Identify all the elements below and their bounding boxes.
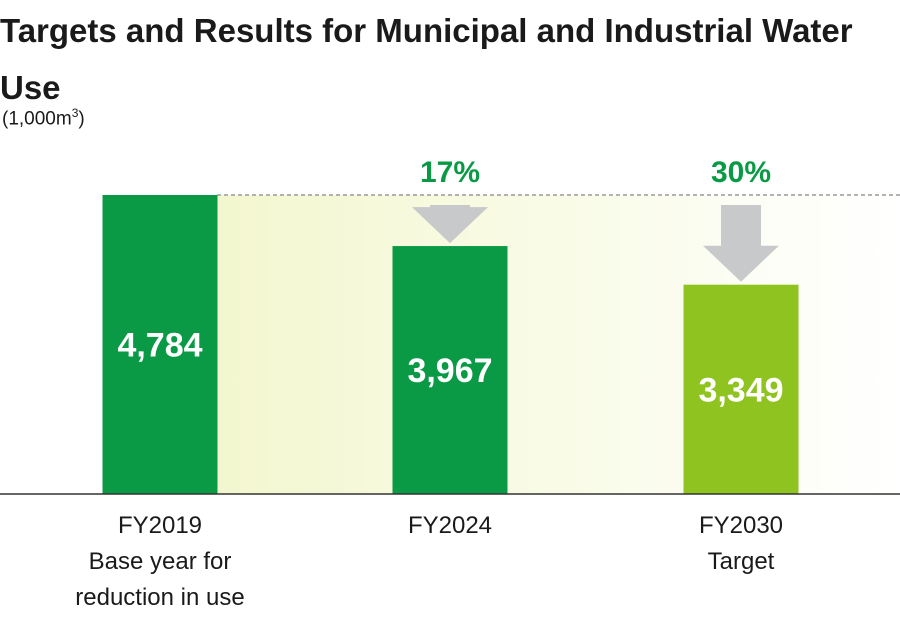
x-tick-sublabel: reduction in use bbox=[75, 584, 245, 611]
x-tick-label-FY2030: FY2030 Target bbox=[611, 508, 871, 580]
value-label-FY2030: 3,349 bbox=[698, 371, 783, 409]
chart-title: Targets and Results for Municipal and In… bbox=[0, 12, 853, 106]
unit-label: (1,000m3) bbox=[2, 106, 85, 130]
x-tick-category: FY2019 bbox=[117, 512, 203, 539]
bar-FY2024 bbox=[392, 246, 508, 494]
x-tick-sublabel: Target bbox=[707, 548, 775, 575]
x-tick-label-FY2019: FY2019 Base year for reduction in use bbox=[30, 508, 290, 616]
reduction-arrow-FY2024 bbox=[412, 205, 488, 244]
reduction-label-FY2030: 30% bbox=[711, 156, 771, 189]
unit-close: ) bbox=[78, 108, 85, 130]
reduction-arrow-FY2030 bbox=[703, 205, 779, 282]
bar-FY2019 bbox=[102, 195, 218, 494]
x-tick-category: FY2030 bbox=[698, 512, 784, 539]
unit-superscript: 3 bbox=[71, 106, 79, 120]
x-tick-category: FY2024 bbox=[407, 512, 493, 539]
bar-FY2030 bbox=[683, 284, 799, 494]
value-label-FY2019: 4,784 bbox=[117, 327, 202, 365]
unit-text: (1,000m bbox=[2, 108, 72, 130]
x-tick-label-FY2024: FY2024 bbox=[320, 508, 580, 544]
reduction-label-FY2024: 17% bbox=[420, 156, 480, 189]
value-label-FY2024: 3,967 bbox=[407, 352, 492, 390]
x-tick-sublabel: Base year for bbox=[88, 548, 232, 575]
